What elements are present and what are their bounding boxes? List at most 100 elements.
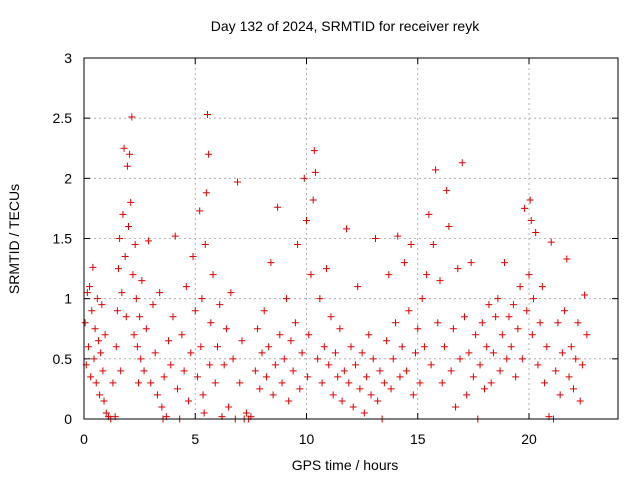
data-point bbox=[485, 301, 493, 309]
data-point bbox=[409, 391, 417, 399]
data-point bbox=[196, 207, 204, 215]
data-point bbox=[532, 228, 540, 236]
data-point bbox=[494, 295, 502, 303]
data-point bbox=[153, 391, 161, 399]
data-point bbox=[84, 343, 92, 351]
data-point bbox=[454, 265, 462, 273]
data-point bbox=[271, 361, 279, 369]
data-point bbox=[427, 361, 435, 369]
data-point bbox=[460, 313, 468, 321]
data-point bbox=[256, 385, 264, 393]
data-point bbox=[220, 361, 228, 369]
data-point bbox=[300, 174, 308, 182]
data-point bbox=[269, 391, 277, 399]
data-point bbox=[135, 379, 143, 387]
data-point bbox=[287, 337, 295, 345]
data-point bbox=[120, 144, 128, 152]
grid bbox=[84, 58, 618, 419]
data-point bbox=[197, 343, 205, 351]
data-point bbox=[158, 403, 166, 411]
data-point bbox=[581, 291, 589, 299]
data-point bbox=[543, 343, 551, 351]
data-point bbox=[214, 343, 221, 351]
data-point bbox=[516, 283, 524, 291]
data-point bbox=[305, 331, 313, 339]
data-point bbox=[182, 283, 190, 291]
data-point bbox=[456, 355, 464, 363]
data-point bbox=[260, 307, 268, 315]
data-point bbox=[447, 367, 455, 375]
x-tick-label: 5 bbox=[191, 431, 199, 447]
data-point bbox=[151, 349, 159, 357]
data-point bbox=[234, 178, 242, 186]
data-point bbox=[396, 373, 404, 381]
data-point bbox=[136, 313, 144, 321]
data-point bbox=[501, 259, 509, 267]
y-tick-label: 2.5 bbox=[53, 110, 73, 126]
data-point bbox=[476, 361, 484, 369]
data-point bbox=[109, 379, 117, 387]
data-point bbox=[294, 241, 302, 249]
data-point bbox=[538, 283, 546, 291]
data-point bbox=[229, 355, 237, 363]
data-point bbox=[285, 397, 293, 405]
data-point bbox=[489, 349, 497, 357]
data-point bbox=[92, 379, 100, 387]
data-point bbox=[360, 409, 368, 417]
data-point bbox=[380, 379, 388, 387]
data-point bbox=[469, 373, 477, 381]
data-point bbox=[280, 355, 288, 363]
data-point bbox=[547, 238, 555, 246]
data-point bbox=[171, 232, 179, 240]
data-point bbox=[222, 325, 230, 333]
data-point bbox=[394, 232, 402, 240]
data-point bbox=[521, 204, 529, 212]
data-point bbox=[578, 361, 586, 369]
data-point bbox=[467, 259, 475, 267]
data-point bbox=[536, 319, 544, 327]
data-point bbox=[376, 367, 384, 375]
data-point bbox=[403, 367, 411, 375]
data-point bbox=[167, 361, 175, 369]
data-point bbox=[206, 361, 214, 369]
data-point bbox=[291, 319, 299, 327]
data-point bbox=[527, 216, 535, 224]
data-point bbox=[325, 361, 333, 369]
data-point bbox=[91, 325, 99, 333]
data-point bbox=[387, 385, 395, 393]
y-tick-label: 0.5 bbox=[53, 351, 73, 367]
data-point bbox=[191, 307, 199, 315]
data-point bbox=[512, 373, 520, 381]
data-point bbox=[354, 283, 362, 291]
data-point bbox=[563, 255, 571, 263]
data-point bbox=[123, 162, 131, 170]
data-point bbox=[565, 373, 573, 381]
data-point bbox=[209, 271, 217, 279]
data-point bbox=[526, 196, 534, 204]
data-point bbox=[407, 241, 415, 249]
data-point bbox=[507, 343, 515, 351]
data-point bbox=[142, 325, 150, 333]
data-point bbox=[199, 391, 207, 399]
data-point bbox=[416, 379, 424, 387]
data-point bbox=[331, 349, 339, 357]
x-axis-label: GPS time / hours bbox=[292, 457, 399, 473]
axis-ticks: 0 5 10 15 20 0 0.5 1 1.5 2 2.5 3 bbox=[53, 50, 618, 447]
data-point bbox=[423, 271, 431, 279]
data-point bbox=[503, 355, 511, 363]
data-point bbox=[128, 113, 136, 121]
data-point bbox=[358, 349, 366, 357]
data-point bbox=[405, 307, 413, 315]
data-point bbox=[452, 403, 460, 411]
data-point bbox=[307, 271, 315, 279]
data-point bbox=[318, 379, 326, 387]
data-point bbox=[238, 337, 246, 345]
data-point bbox=[345, 379, 353, 387]
data-point bbox=[160, 373, 168, 381]
data-point bbox=[133, 343, 141, 351]
data-point bbox=[122, 313, 130, 321]
y-tick-label: 0 bbox=[64, 411, 72, 427]
data-point bbox=[529, 295, 537, 303]
data-point bbox=[87, 373, 95, 381]
